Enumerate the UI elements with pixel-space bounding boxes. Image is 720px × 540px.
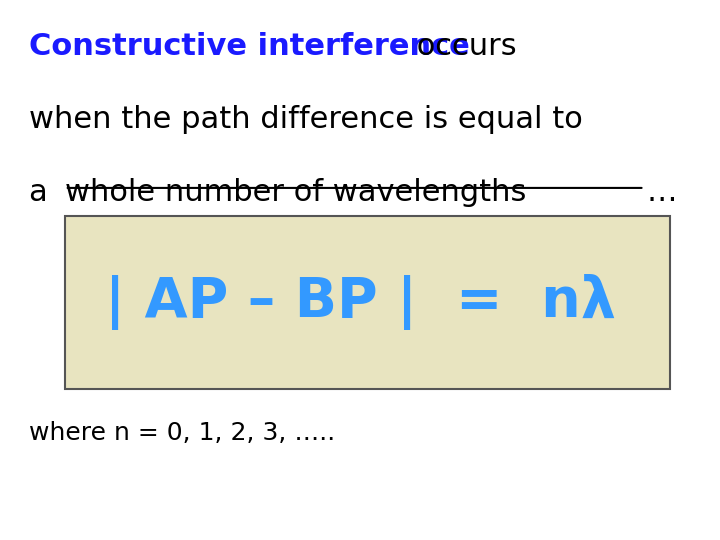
- Text: a: a: [29, 178, 58, 207]
- Text: where n = 0, 1, 2, 3, …..: where n = 0, 1, 2, 3, …..: [29, 421, 335, 445]
- Text: whole number of wavelengths: whole number of wavelengths: [65, 178, 526, 207]
- Text: | AP – BP |  =  nλ: | AP – BP | = nλ: [104, 274, 616, 330]
- Text: when the path difference is equal to: when the path difference is equal to: [29, 105, 582, 134]
- Text: Constructive interference: Constructive interference: [29, 32, 469, 62]
- Text: occurs: occurs: [407, 32, 516, 62]
- Text: …: …: [647, 178, 677, 207]
- FancyBboxPatch shape: [65, 216, 670, 389]
